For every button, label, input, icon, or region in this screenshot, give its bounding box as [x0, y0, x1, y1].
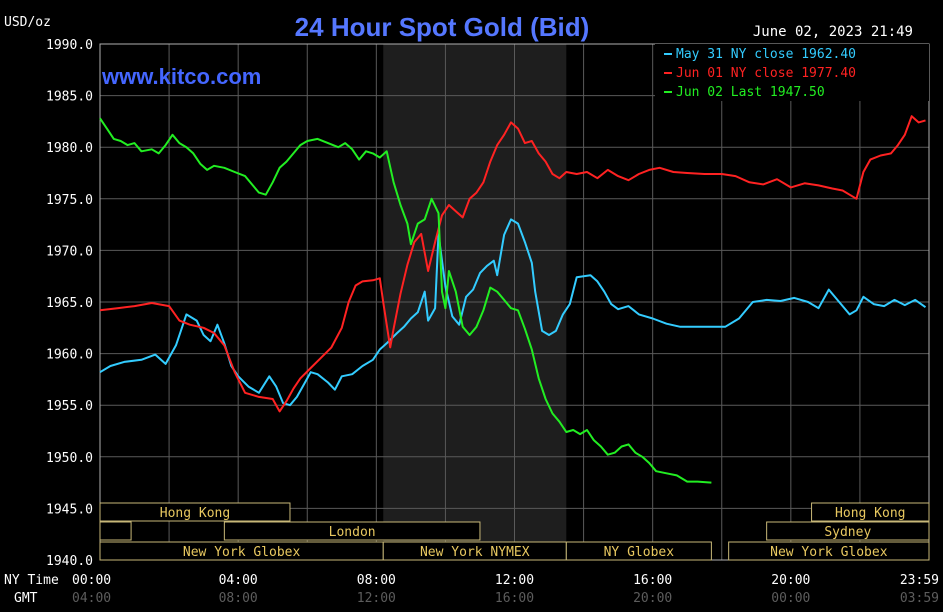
y-axis-label: USD/oz [4, 15, 51, 30]
session-label: Sydney [824, 525, 871, 540]
x-tick-label-ny: 20:00 [771, 573, 810, 588]
x-tick-label-gmt: 00:00 [771, 591, 810, 606]
session-label: New York NYMEX [420, 545, 530, 560]
session-bar [766, 521, 930, 541]
legend-entry: May 31 NY close 1962.40 [676, 47, 856, 62]
ny-time-row-label: NY Time [4, 573, 59, 588]
chart-title: 24 Hour Spot Gold (Bid) [295, 12, 590, 42]
x-tick-label-ny: 16:00 [633, 573, 672, 588]
y-tick-label: 1980.0 [46, 141, 93, 156]
legend-background [655, 44, 929, 101]
session-bar [99, 521, 132, 541]
session-label: New York Globex [770, 545, 888, 560]
session-label: Hong Kong [835, 506, 905, 521]
x-tick-label-gmt: 12:00 [357, 591, 396, 606]
x-tick-label-ny: 00:00 [72, 573, 111, 588]
session-bar [223, 521, 481, 541]
x-tick-label-ny: 04:00 [219, 573, 258, 588]
session-bar [99, 502, 291, 522]
session-bar [565, 541, 712, 561]
gmt-row-label: GMT [14, 591, 38, 606]
legend-entry: Jun 02 Last 1947.50 [676, 85, 825, 100]
session-label: Hong Kong [160, 506, 230, 521]
series-line-jun-02 [99, 117, 712, 484]
legend: May 31 NY close 1962.40 Jun 01 NY close 1… [655, 44, 929, 101]
session-label: London [329, 525, 376, 540]
x-tick-label-ny: 08:00 [357, 573, 396, 588]
x-tick-label-gmt: 04:00 [72, 591, 111, 606]
y-tick-label: 1960.0 [46, 348, 93, 363]
watermark: www.kitco.com [101, 64, 261, 89]
x-tick-label-gmt: 16:00 [495, 591, 534, 606]
y-tick-label: 1940.0 [46, 554, 93, 569]
y-tick-label: 1990.0 [46, 38, 93, 53]
y-tick-label: 1965.0 [46, 296, 93, 311]
y-tick-labels: 1990.0 1985.0 1980.0 1975.0 1970.0 1965.0 1960… [46, 38, 93, 569]
x-tick-label-gmt: 20:00 [633, 591, 672, 606]
y-tick-label: 1970.0 [46, 244, 93, 259]
y-tick-label: 1950.0 [46, 451, 93, 466]
timestamp: June 02, 2023 21:49 [753, 24, 913, 40]
x-tick-labels: 00:00 04:00 04:00 08:00 08:00 12:00 12:00 16:00… [72, 573, 939, 606]
session-label: New York Globex [183, 545, 301, 560]
session-bar [728, 541, 930, 561]
market-sessions: Hong Kong Hong Kong London Sydney New York G… [99, 502, 930, 561]
y-tick-label: 1945.0 [46, 502, 93, 517]
y-tick-label: 1985.0 [46, 90, 93, 105]
series-line-jun-01 [99, 115, 926, 413]
series-lines [99, 115, 927, 484]
x-tick-label-ny: 12:00 [495, 573, 534, 588]
y-tick-label: 1955.0 [46, 399, 93, 414]
y-tick-label: 1975.0 [46, 193, 93, 208]
gridlines [100, 44, 929, 560]
series-line-may-31 [99, 218, 927, 407]
x-tick-label-gmt: 03:59 [900, 591, 939, 606]
session-label: NY Globex [604, 545, 675, 560]
x-tick-label-gmt: 08:00 [219, 591, 258, 606]
legend-entry: Jun 01 NY close 1977.40 [676, 66, 856, 81]
x-tick-label-ny: 23:59 [900, 573, 939, 588]
session-bar [811, 502, 930, 522]
